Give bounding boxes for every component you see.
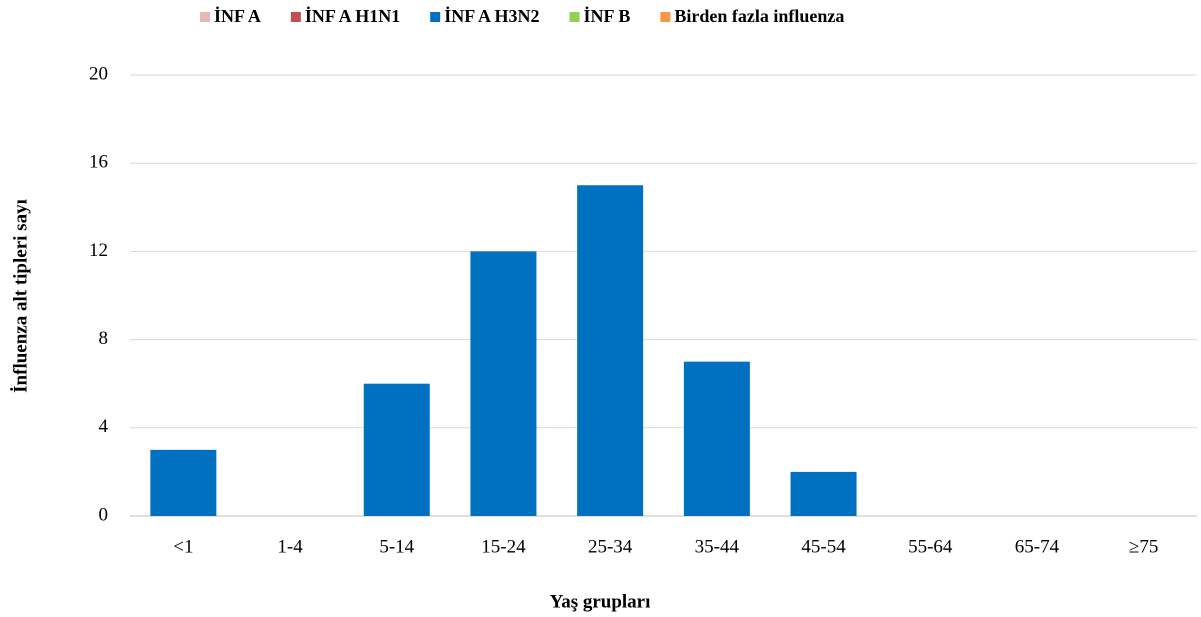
- x-tick-label: 65-74: [1015, 536, 1060, 557]
- legend-label: İNF B: [584, 6, 631, 26]
- x-tick-label: ≥75: [1129, 536, 1158, 557]
- legend-label: İNF A: [214, 6, 261, 26]
- legend-swatch: [569, 12, 580, 22]
- legend-label: Birden fazla influenza: [674, 6, 844, 26]
- x-axis-title: Yaş grupları: [550, 591, 651, 612]
- y-tick-label: 12: [89, 240, 108, 261]
- legend-swatch: [660, 12, 671, 22]
- legend-swatch: [200, 12, 210, 22]
- bar: [790, 471, 857, 516]
- y-tick-label: 16: [89, 152, 108, 173]
- x-tick-label: 15-24: [481, 536, 526, 557]
- legend-swatch: [290, 12, 301, 22]
- x-tick-label: 25-34: [588, 536, 633, 557]
- bar: [577, 185, 644, 516]
- y-tick-label: 4: [99, 416, 109, 437]
- x-tick-label: 35-44: [695, 536, 740, 557]
- legend-label: İNF A H1N1: [305, 6, 400, 26]
- bar: [363, 383, 430, 516]
- x-tick-label: 5-14: [379, 536, 414, 557]
- y-tick-label: 20: [89, 63, 108, 84]
- bar: [683, 361, 750, 516]
- x-tick-label: 45-54: [801, 536, 846, 557]
- y-tick-label: 8: [99, 328, 109, 349]
- y-tick-label: 0: [99, 504, 109, 525]
- x-tick-label: <1: [173, 536, 193, 557]
- legend-swatch: [430, 12, 441, 22]
- x-tick-label: 55-64: [908, 536, 953, 557]
- bar: [470, 251, 537, 516]
- bar: [150, 449, 217, 516]
- x-tick-label: 1-4: [277, 536, 303, 557]
- y-axis-title: İnfluenza alt tipleri sayı: [10, 199, 31, 393]
- legend-label: İNF A H3N2: [444, 6, 539, 26]
